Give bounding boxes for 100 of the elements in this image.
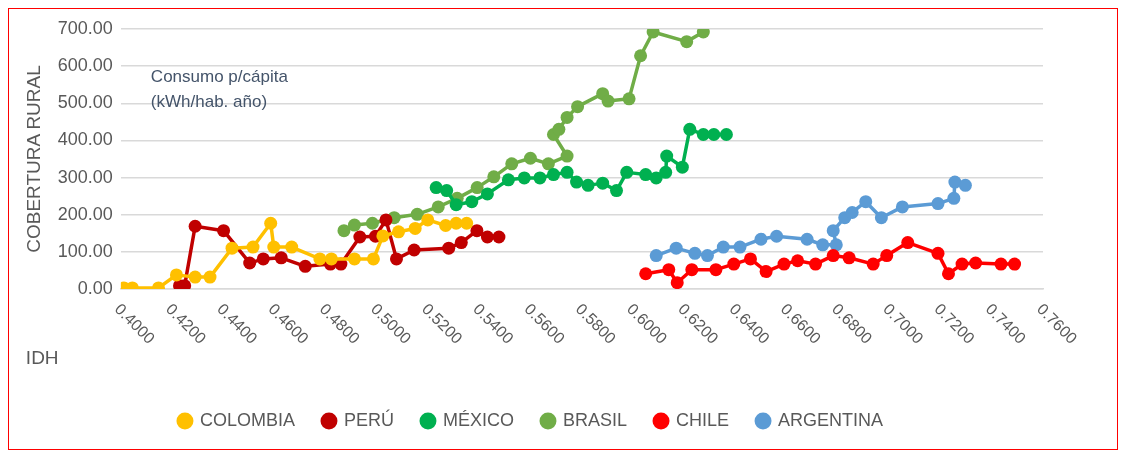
point (505, 157, 519, 171)
y-tick-label: 200.00 (57, 203, 113, 224)
point (454, 236, 468, 250)
point (560, 165, 574, 179)
point (492, 230, 506, 244)
point (826, 249, 840, 263)
point (169, 268, 183, 282)
point (1008, 257, 1022, 271)
point (541, 157, 555, 171)
point (859, 195, 873, 209)
point (639, 168, 653, 182)
point (243, 256, 257, 270)
legend-label: COLOMBIA (199, 409, 295, 430)
point (727, 257, 741, 271)
point (560, 149, 574, 163)
point (324, 252, 338, 266)
point (649, 249, 663, 263)
point (407, 243, 421, 257)
point (517, 171, 531, 185)
point (958, 178, 972, 192)
point (709, 263, 723, 277)
point (759, 265, 773, 279)
point (431, 200, 445, 214)
point (410, 207, 424, 221)
point (866, 257, 880, 271)
point (188, 219, 202, 233)
point (421, 213, 435, 227)
point (267, 240, 281, 254)
point (874, 211, 888, 225)
y-tick-label: 300.00 (57, 166, 113, 187)
legend-label: ARGENTINA (778, 409, 884, 430)
point (700, 249, 714, 263)
point (470, 181, 484, 195)
point (947, 191, 961, 205)
point (791, 254, 805, 268)
point (660, 149, 674, 163)
point (662, 263, 676, 277)
point (465, 195, 479, 209)
point (449, 198, 463, 212)
point (217, 224, 231, 238)
point (733, 240, 747, 254)
point (620, 165, 634, 179)
y-tick-label: 0.00 (77, 277, 113, 298)
point (634, 49, 648, 63)
point (639, 267, 653, 281)
point (470, 224, 484, 238)
point (523, 151, 537, 165)
point (408, 221, 422, 235)
point (570, 175, 584, 189)
point (622, 92, 636, 106)
y-axis-title: COBERTURA RURAL (22, 65, 44, 253)
point (683, 122, 697, 136)
point (610, 184, 624, 198)
point (770, 229, 784, 243)
point (365, 216, 379, 230)
point (685, 263, 699, 277)
y-tick-label: 400.00 (57, 129, 113, 150)
point (941, 267, 955, 281)
point (392, 225, 406, 239)
point (347, 252, 361, 266)
point (716, 240, 730, 254)
point (816, 238, 830, 252)
point (264, 216, 278, 230)
point (845, 205, 859, 219)
legend-label: CHILE (676, 409, 730, 430)
point (829, 238, 843, 252)
legend-label: MÉXICO (442, 409, 514, 430)
y-tick-label: 100.00 (57, 240, 113, 261)
point (955, 257, 969, 271)
point (487, 170, 501, 184)
point (719, 127, 733, 141)
point (533, 171, 547, 185)
point (659, 165, 673, 179)
point (552, 122, 566, 136)
point (274, 251, 288, 265)
point (547, 168, 560, 182)
point (931, 197, 945, 211)
point (225, 241, 239, 255)
point (880, 249, 894, 263)
point (743, 252, 757, 266)
point (680, 35, 694, 49)
legend-label: PERÚ (343, 408, 394, 430)
point (379, 213, 393, 227)
y-tick-label: 500.00 (57, 92, 113, 113)
point (969, 256, 983, 270)
point (754, 232, 768, 246)
point (800, 232, 814, 246)
point (560, 110, 574, 124)
point (707, 127, 721, 141)
point (298, 259, 312, 273)
x-axis-title: IDH (25, 347, 59, 369)
point (188, 270, 202, 284)
point (353, 230, 367, 244)
point (669, 241, 683, 255)
point (675, 160, 689, 174)
point (670, 276, 684, 289)
point (895, 200, 909, 214)
point (366, 252, 380, 266)
point (460, 216, 474, 230)
point (480, 187, 494, 201)
